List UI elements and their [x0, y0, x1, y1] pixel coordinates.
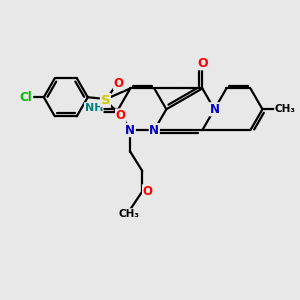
Text: CH₃: CH₃ — [118, 209, 139, 219]
Text: N: N — [149, 124, 159, 136]
Text: N: N — [125, 124, 135, 136]
Text: S: S — [100, 94, 110, 107]
Text: O: O — [142, 185, 153, 198]
Text: CH₃: CH₃ — [275, 104, 296, 114]
Text: O: O — [114, 77, 124, 90]
Text: O: O — [197, 57, 208, 70]
Text: Cl: Cl — [20, 91, 33, 104]
Text: O: O — [116, 109, 126, 122]
Text: O: O — [114, 77, 124, 90]
Text: O: O — [116, 109, 126, 122]
Text: N: N — [209, 103, 219, 116]
Text: S: S — [100, 94, 110, 107]
Text: NH: NH — [85, 103, 103, 113]
